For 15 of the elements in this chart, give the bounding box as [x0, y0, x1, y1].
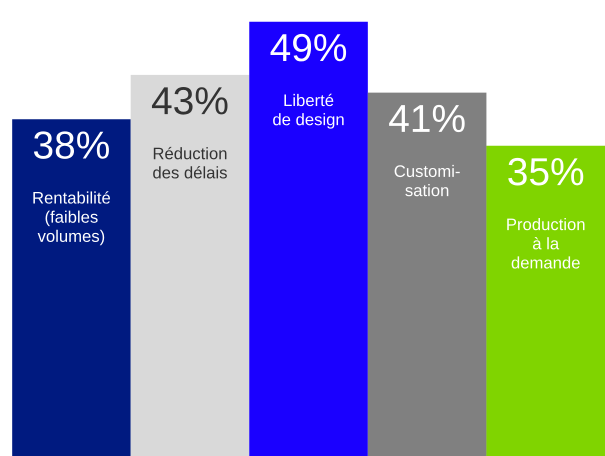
data-label: 38%	[34, 131, 109, 159]
data-label: 49%	[270, 34, 346, 62]
x-tick-label: Liberté de design	[273, 94, 344, 129]
data-label: 35%	[508, 158, 584, 186]
x-tick-label: Production à la demande	[507, 218, 584, 269]
bar	[130, 74, 250, 456]
bar	[12, 119, 131, 456]
bar	[368, 92, 486, 456]
bar	[249, 22, 368, 456]
data-label: 41%	[389, 104, 465, 132]
data-label: 43%	[152, 87, 228, 115]
x-tick-label: Customi- sation	[394, 164, 460, 196]
x-tick-label: Rentabilité (faibles volumes)	[33, 191, 110, 246]
bar	[486, 146, 605, 456]
x-tick-label: Réduction des délais	[153, 146, 227, 179]
